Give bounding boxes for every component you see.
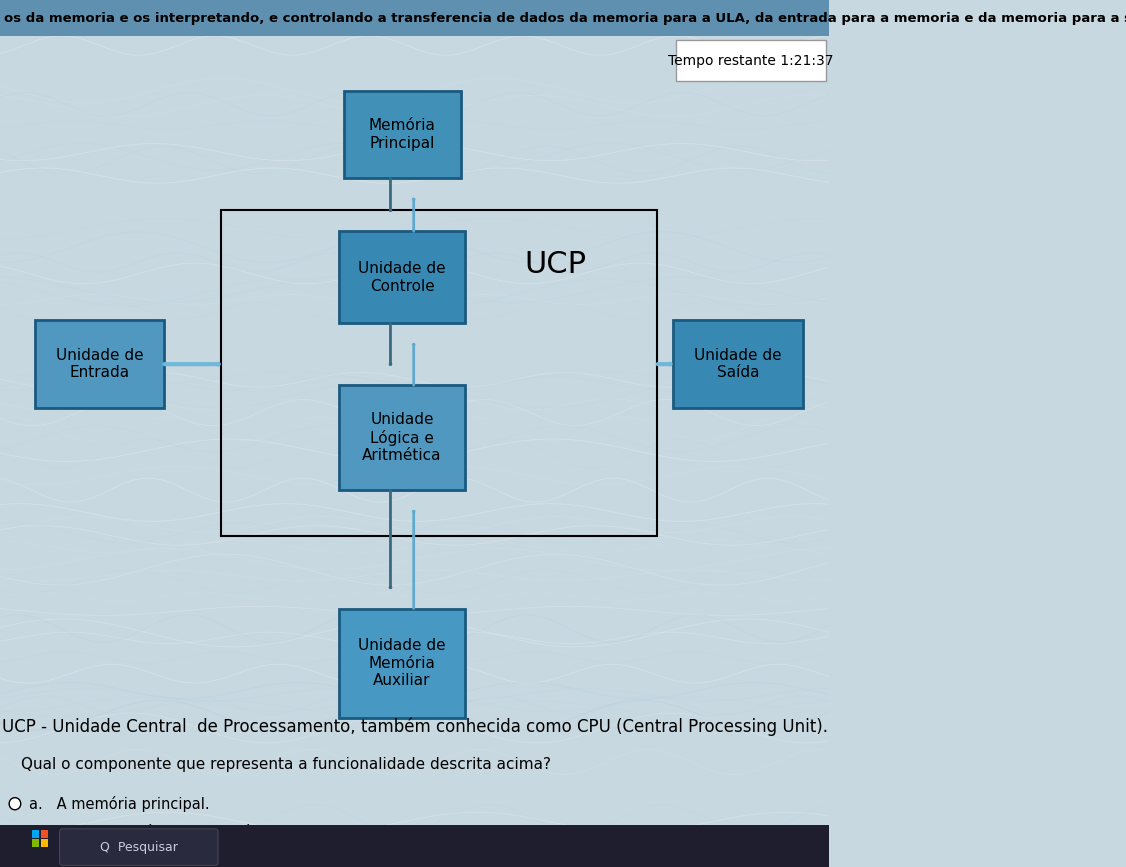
FancyBboxPatch shape <box>340 609 465 718</box>
FancyBboxPatch shape <box>340 231 465 323</box>
FancyBboxPatch shape <box>35 321 164 408</box>
Text: Unidade de
Entrada: Unidade de Entrada <box>55 348 143 381</box>
Text: Q  Pesquisar: Q Pesquisar <box>100 841 178 853</box>
Bar <box>41 830 48 838</box>
FancyBboxPatch shape <box>0 0 829 36</box>
Text: os da memoria e os interpretando, e controlando a transferencia de dados da memo: os da memoria e os interpretando, e cont… <box>5 12 1126 24</box>
FancyBboxPatch shape <box>340 386 465 491</box>
Text: Qual o componente que representa a funcionalidade descrita acima?: Qual o componente que representa a funci… <box>20 757 551 772</box>
FancyBboxPatch shape <box>0 825 829 867</box>
FancyBboxPatch shape <box>343 91 461 179</box>
Circle shape <box>9 826 20 838</box>
FancyBboxPatch shape <box>677 40 825 81</box>
Text: a.   A memória principal.: a. A memória principal. <box>29 796 209 812</box>
Text: Unidade de
Controle: Unidade de Controle <box>358 261 446 294</box>
Bar <box>32 830 39 838</box>
FancyBboxPatch shape <box>60 829 218 865</box>
FancyBboxPatch shape <box>673 321 803 408</box>
Bar <box>32 839 39 847</box>
Text: Unidade de
Saída: Unidade de Saída <box>694 348 781 381</box>
Bar <box>41 839 48 847</box>
Text: UCP: UCP <box>525 250 587 279</box>
Text: Unidade
Lógica e
Aritmética: Unidade Lógica e Aritmética <box>363 413 441 463</box>
Text: Memória
Principal: Memória Principal <box>368 118 436 151</box>
Circle shape <box>9 798 20 810</box>
Text: b.   A Unidade Lógica e Aritmética (ULA, ou ALU, Arithmetic and Logic Unit) e a : b. A Unidade Lógica e Aritmética (ULA, o… <box>29 825 802 840</box>
Text: Tempo restante 1:21:37: Tempo restante 1:21:37 <box>669 54 834 68</box>
Text: UCP - Unidade Central  de Processamento, também conhecida como CPU (Central Proc: UCP - Unidade Central de Processamento, … <box>1 717 828 736</box>
Text: Unidade de
Memória
Auxiliar: Unidade de Memória Auxiliar <box>358 638 446 688</box>
